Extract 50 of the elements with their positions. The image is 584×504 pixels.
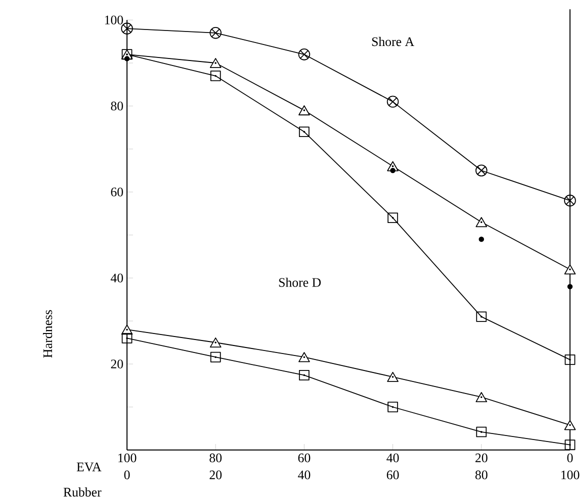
point (564, 440, 576, 450)
point (298, 126, 310, 138)
x2-tick-label: 60 (386, 470, 399, 480)
x-tick-label: 60 (298, 454, 310, 462)
x2-tick-label: 0 (124, 470, 130, 480)
point (476, 426, 487, 438)
x-tick-label: 20 (475, 454, 488, 462)
y-axis-title: Hardness (42, 310, 52, 358)
annotation: Shore A (372, 36, 414, 46)
x-tick-label: 40 (386, 454, 399, 462)
point (121, 22, 133, 35)
x-tick-label: 0 (567, 454, 573, 462)
point (388, 402, 398, 412)
y-tick-label: 40 (110, 274, 123, 282)
point (298, 352, 310, 362)
annotation: Shore D (279, 278, 321, 287)
point (564, 264, 576, 274)
point (386, 96, 399, 108)
point (210, 337, 222, 348)
y-tick-label: 20 (111, 360, 123, 368)
point (564, 194, 576, 207)
point (476, 311, 487, 322)
x2-tick-label: 100 (561, 470, 580, 480)
x-tick-label: 100 (118, 454, 136, 462)
y-tick-label: 60 (111, 188, 123, 196)
x2-tick-label: 80 (475, 470, 488, 480)
x2-axis-title: Rubber (64, 487, 102, 497)
point (564, 420, 576, 430)
y-tick-label: 80 (110, 102, 123, 110)
point (210, 70, 221, 82)
point (564, 354, 576, 365)
point (210, 58, 222, 68)
x-tick-label: 80 (210, 454, 222, 462)
x2-tick-label: 40 (298, 470, 310, 480)
point (387, 372, 399, 382)
point (298, 105, 310, 116)
point (124, 56, 130, 62)
point (210, 352, 221, 362)
y-tick-label: 100 (105, 16, 123, 24)
x-axis-title: EVA (76, 462, 102, 472)
point (298, 48, 310, 60)
point (298, 370, 310, 380)
point (390, 168, 396, 174)
point (122, 332, 132, 344)
point (567, 284, 573, 290)
point (475, 164, 488, 176)
point (478, 236, 484, 242)
x2-tick-label: 20 (210, 470, 222, 480)
point (388, 212, 398, 224)
point (210, 26, 222, 39)
